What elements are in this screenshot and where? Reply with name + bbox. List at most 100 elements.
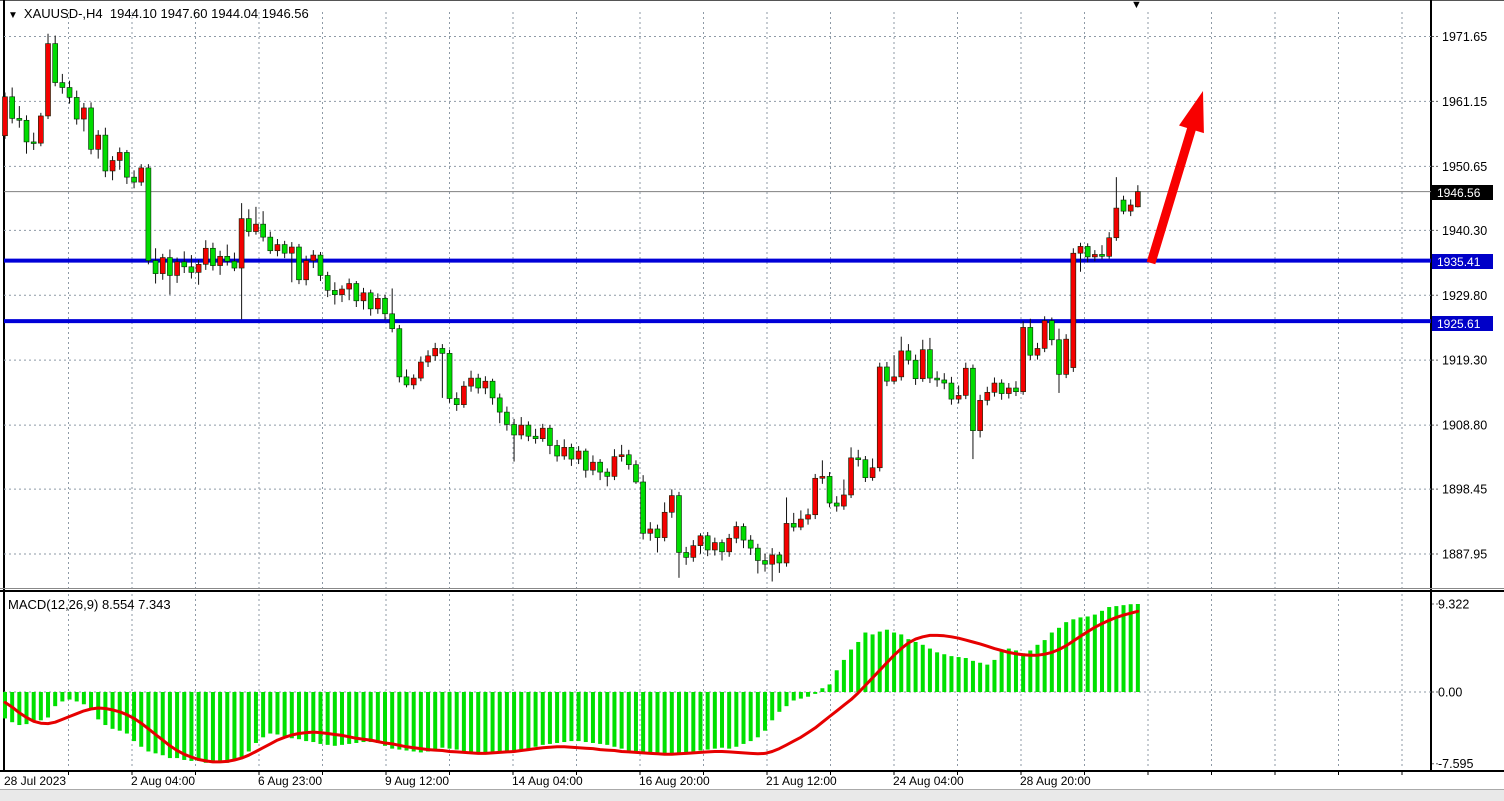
macd-bar: [633, 692, 638, 752]
candle: [998, 382, 1005, 394]
macd-bar: [426, 692, 431, 752]
candle: [410, 377, 417, 386]
macd-bar: [189, 692, 194, 761]
time-axis-label: 24 Aug 04:00: [893, 774, 964, 788]
candle: [288, 246, 295, 254]
macd-bar: [899, 634, 904, 692]
candle: [762, 560, 768, 565]
level-price-box-lower[interactable]: 1925.61: [1432, 316, 1493, 331]
macd-bar: [38, 692, 43, 721]
candle: [195, 264, 202, 273]
candle: [109, 160, 116, 172]
macd-bar: [533, 692, 538, 747]
candle: [683, 552, 689, 558]
candle: [547, 427, 553, 446]
candle: [690, 545, 697, 558]
scroll-end-triangle-icon[interactable]: ▼: [1131, 0, 1142, 11]
candle: [676, 495, 682, 553]
candle: [324, 275, 331, 291]
macd-bar: [662, 692, 667, 755]
level-lower-value: 1925.61: [1437, 316, 1481, 331]
candle: [138, 167, 145, 183]
chart-left-border: [3, 0, 5, 770]
trend-arrow[interactable]: [1146, 91, 1204, 265]
macd-bar: [397, 692, 402, 750]
macd-bar: [519, 692, 524, 750]
candle: [367, 292, 374, 310]
macd-bar: [239, 692, 244, 759]
time-axis-label: 28 Jul 2023: [4, 774, 67, 788]
candle: [805, 514, 811, 520]
macd-bar: [956, 657, 961, 692]
candle: [869, 467, 876, 478]
macd-bar: [999, 650, 1004, 692]
candle: [296, 246, 302, 281]
macd-bar: [598, 692, 603, 744]
candle: [826, 476, 833, 504]
time-axis-label: 14 Aug 04:00: [512, 774, 583, 788]
macd-bar: [985, 664, 990, 692]
macd-bar: [784, 692, 789, 707]
candle: [145, 167, 152, 261]
open-value: 1944.10: [109, 6, 157, 21]
macd-bar: [469, 692, 474, 754]
macd-bar: [1013, 650, 1018, 692]
macd-axis-label: 0.00: [1438, 686, 1462, 700]
macd-bar: [942, 654, 947, 692]
candle: [1013, 387, 1019, 393]
price-axis-label: 1908.80: [1442, 419, 1487, 433]
macd-bar: [383, 692, 388, 746]
candle: [317, 254, 324, 276]
candle: [425, 355, 431, 363]
candle: [468, 377, 474, 387]
candle: [712, 542, 718, 551]
candle: [726, 537, 732, 553]
candle: [353, 283, 360, 302]
candle: [955, 395, 962, 400]
level-price-box-upper[interactable]: 1935.41: [1432, 254, 1493, 269]
candle: [88, 107, 94, 150]
candle: [396, 328, 403, 378]
macd-bar: [691, 692, 696, 752]
macd-bar: [325, 692, 330, 745]
macd-bar: [1006, 648, 1011, 692]
candle: [260, 223, 266, 238]
macd-bar: [196, 692, 201, 761]
macd-bar: [920, 644, 925, 692]
macd-bar: [46, 692, 51, 718]
candle: [755, 547, 761, 561]
candle: [124, 152, 130, 178]
macd-bar: [619, 692, 624, 749]
panel-separator[interactable]: [0, 590, 1504, 592]
candle: [131, 176, 137, 183]
candle: [625, 454, 632, 465]
macd-bar: [447, 692, 452, 749]
macd-bar: [31, 692, 36, 722]
candle: [382, 298, 388, 315]
macd-bar: [132, 692, 137, 742]
macd-bar: [167, 692, 172, 759]
candle: [2, 96, 8, 137]
macd-bar: [182, 692, 187, 760]
macd-bar: [304, 692, 309, 742]
macd-bar: [698, 692, 703, 751]
candle: [1106, 237, 1112, 257]
macd-bar: [748, 692, 753, 742]
candle: [912, 359, 919, 380]
candle: [461, 385, 467, 405]
candle: [59, 82, 66, 88]
macd-bar: [504, 692, 509, 753]
candle: [1084, 246, 1091, 258]
macd-bar: [232, 692, 237, 761]
current-price-value: 1946.56: [1437, 185, 1481, 200]
macd-bar: [892, 632, 897, 692]
candle: [618, 454, 625, 457]
candle: [898, 350, 905, 378]
candle: [575, 450, 582, 460]
candle: [719, 542, 725, 553]
macd-bar: [1071, 619, 1076, 692]
collapse-triangle-icon[interactable]: ▼: [8, 10, 18, 21]
candle: [238, 218, 245, 269]
candle: [819, 476, 826, 479]
